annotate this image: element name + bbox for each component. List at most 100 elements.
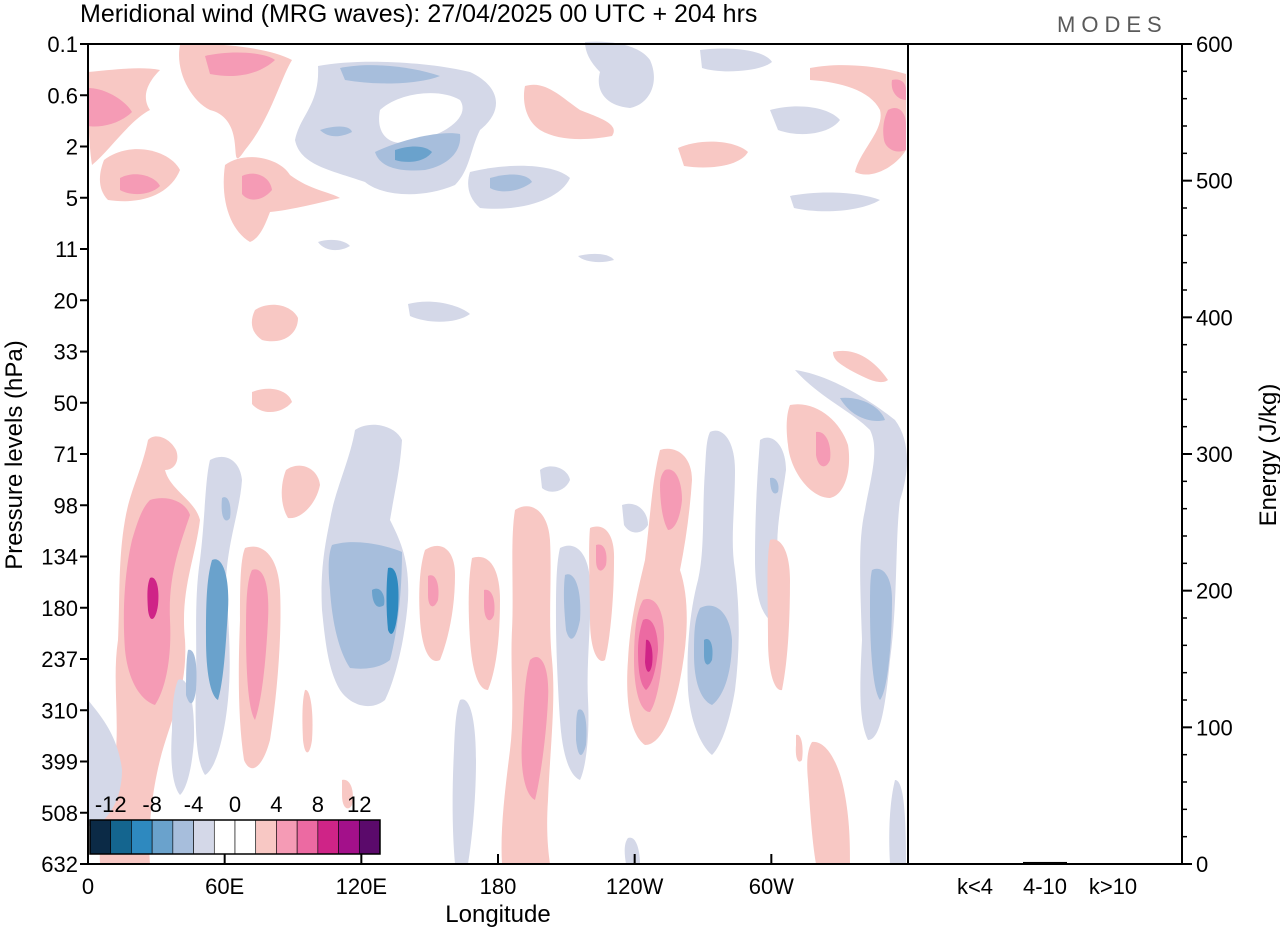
colorbar-swatch <box>213 819 236 855</box>
colorbar-swatch <box>296 819 319 855</box>
energy-bar <box>1091 863 1135 864</box>
y-tick-label: 33 <box>54 340 78 365</box>
positive-contour-area <box>795 734 803 762</box>
positive-contour-area <box>523 84 614 140</box>
colorbar-swatch <box>338 819 360 855</box>
negative-contour-area <box>186 649 197 704</box>
positive-contour-area <box>342 779 353 809</box>
colorbar-label: -8 <box>142 792 162 817</box>
energy-bar <box>953 863 997 864</box>
negative-contour-area <box>386 567 399 634</box>
x-tick-label: 180 <box>480 874 517 899</box>
y-tick-label: 180 <box>41 596 78 621</box>
positive-contour-area <box>428 575 439 607</box>
energy-bar <box>1023 861 1067 864</box>
positive-contour-area <box>468 556 500 690</box>
colorbar-swatch <box>193 819 215 855</box>
positive-contour-area <box>205 52 275 77</box>
negative-contour-area <box>889 780 906 864</box>
energy-tick-label: 600 <box>1196 32 1233 57</box>
positive-contour-area <box>302 689 313 753</box>
chart-title: Meridional wind (MRG waves): 27/04/2025 … <box>80 0 757 28</box>
y-tick-label: 0.1 <box>47 32 78 57</box>
negative-contour-area <box>576 709 587 756</box>
negative-contour-area <box>687 430 739 755</box>
positive-contour-area <box>816 431 831 467</box>
energy-tick-label: 100 <box>1196 715 1233 740</box>
colorbar-swatch <box>131 819 153 855</box>
positive-contour-area <box>660 469 682 530</box>
negative-contour-area <box>340 65 440 84</box>
energy-tick-label: 400 <box>1196 305 1233 330</box>
negative-contour-area <box>328 542 402 669</box>
colorbar-swatch <box>89 819 112 855</box>
negative-contour-area <box>790 192 880 212</box>
contour-field <box>88 41 907 864</box>
positive-contour-area <box>246 569 269 720</box>
negative-contour-area <box>578 253 614 263</box>
y-tick-label: 0.6 <box>47 83 78 108</box>
colorbar-swatch <box>234 819 257 855</box>
y-tick-label: 5 <box>66 186 78 211</box>
positive-contour-area <box>419 545 455 661</box>
y-tick-label: 310 <box>41 698 78 723</box>
positive-contour-area <box>242 173 272 200</box>
positive-contour-area <box>645 639 653 672</box>
colorbar-label: 12 <box>347 792 371 817</box>
positive-contour-area <box>883 107 906 152</box>
positive-contour-area <box>627 448 692 745</box>
colorbar-label: 4 <box>270 792 282 817</box>
positive-contour-area <box>147 577 159 620</box>
y-tick-label: 237 <box>41 647 78 672</box>
energy-category-label: 4-10 <box>1023 874 1067 899</box>
negative-contour-area <box>870 568 892 700</box>
negative-contour-area <box>408 301 470 322</box>
y-tick-label: 399 <box>41 750 78 775</box>
positive-contour-area <box>589 526 615 661</box>
y-tick-label: 50 <box>54 391 78 416</box>
positive-contour-area <box>252 388 292 413</box>
negative-contour-area <box>563 574 581 639</box>
positive-contour-area <box>223 157 340 242</box>
negative-contour-area <box>540 466 570 492</box>
modes-logo: MODES <box>1057 12 1168 37</box>
positive-contour-area <box>251 304 298 342</box>
positive-contour-area <box>807 741 850 864</box>
energy-tick-label: 300 <box>1196 442 1233 467</box>
negative-contour-area <box>171 679 195 795</box>
negative-contour-area <box>490 174 532 192</box>
negative-contour-area <box>206 559 229 700</box>
y-tick-label: 98 <box>54 493 78 518</box>
negative-contour-area <box>622 503 648 533</box>
y-tick-label: 20 <box>54 288 78 313</box>
colorbar: -12 -8 -4 0 4 8 12 <box>89 792 381 855</box>
negative-contour-area <box>320 126 352 137</box>
energy-panel: k<4 4-10 k>10 <box>953 861 1137 899</box>
colorbar-label: 8 <box>312 792 324 817</box>
negative-contour-area <box>88 700 122 826</box>
positive-contour-area <box>596 544 607 571</box>
positive-contour-area <box>88 88 132 127</box>
colorbar-swatch <box>151 819 174 855</box>
x-tick-label: 120E <box>336 874 387 899</box>
colorbar-swatch <box>358 819 381 855</box>
negative-contour-area <box>694 605 732 705</box>
positive-contour-area <box>484 589 495 621</box>
x-axis: 0 60E 120E 180 120W 60W <box>82 854 794 899</box>
x-tick-label: 60E <box>205 874 244 899</box>
negative-contour-area <box>840 397 885 422</box>
x-tick-label: 0 <box>82 874 94 899</box>
energy-tick-label: 500 <box>1196 169 1233 194</box>
negative-contour-area <box>770 477 779 494</box>
x-tick-label: 60W <box>749 874 794 899</box>
colorbar-swatch <box>276 819 298 855</box>
colorbar-label: -4 <box>184 792 204 817</box>
positive-contour-area <box>767 539 790 691</box>
positive-contour-area <box>678 141 748 168</box>
colorbar-swatch <box>317 819 339 855</box>
positive-contour-area <box>120 174 160 195</box>
positive-contour-area <box>521 656 549 800</box>
negative-contour-area <box>624 837 640 864</box>
energy-tick-label: 0 <box>1196 852 1208 877</box>
